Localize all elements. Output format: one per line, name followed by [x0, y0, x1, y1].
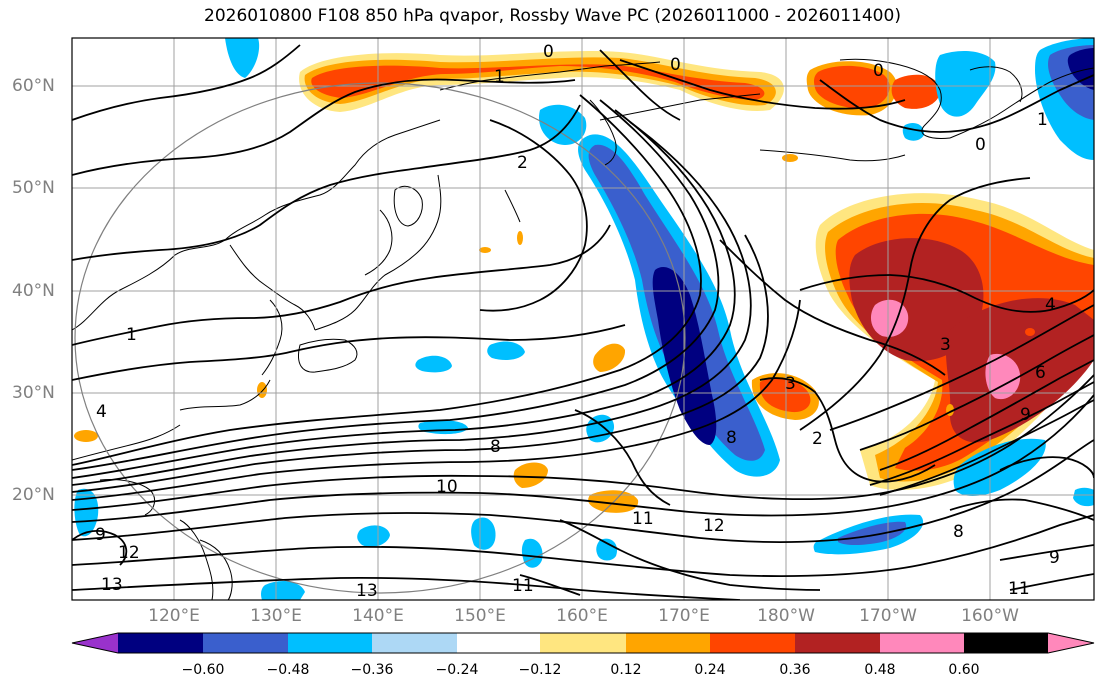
- colorbar-tick-label: −0.60: [181, 662, 225, 678]
- latitude-label: 50°N: [12, 178, 55, 198]
- contour-lines: [72, 44, 1094, 600]
- contour-label: 0: [873, 61, 884, 81]
- contour-label: 13: [101, 575, 123, 595]
- longitude-label: 140°E: [352, 606, 404, 626]
- longitude-label: 170°E: [658, 606, 710, 626]
- longitude-label: 160°E: [556, 606, 608, 626]
- colorbar-segment: [710, 633, 795, 653]
- longitude-label: 150°E: [454, 606, 506, 626]
- contour-label: 8: [953, 522, 964, 542]
- colorbar-tick-label: −0.12: [518, 662, 562, 678]
- longitude-label: 120°E: [148, 606, 200, 626]
- colorbar-segment: [964, 633, 1048, 653]
- colorbar-tick-label: 0.48: [864, 662, 896, 678]
- latitude-label: 20°N: [12, 485, 55, 505]
- colorbar-tick-label: −0.24: [435, 662, 479, 678]
- grid-lines: [72, 38, 1094, 600]
- colorbar-extend-high: [1048, 633, 1094, 653]
- contour-label: 3: [940, 335, 951, 355]
- contour-label: 12: [703, 516, 725, 536]
- contour-label: 11: [632, 509, 654, 529]
- colorbar-tick-label: −0.48: [266, 662, 310, 678]
- contour-label: 1: [126, 325, 137, 345]
- contour-label: 8: [490, 437, 501, 457]
- latitude-label: 30°N: [12, 383, 55, 403]
- contour-label: 2: [812, 429, 823, 449]
- contour-label: 9: [1049, 548, 1060, 568]
- latitude-label: 60°N: [12, 76, 55, 96]
- contour-label: 10: [436, 477, 458, 497]
- colorbar-segment: [795, 633, 880, 653]
- colorbar-segment: [288, 633, 372, 653]
- colorbar-segment: [203, 633, 288, 653]
- contour-label: 9: [95, 525, 106, 545]
- map-frame: [71, 37, 1095, 601]
- colorbar-tick-label: −0.36: [350, 662, 394, 678]
- contour-label: 1: [1037, 110, 1048, 130]
- contour-label: 8: [726, 428, 737, 448]
- contour-label: 1: [494, 67, 505, 87]
- contour-label: 0: [543, 42, 554, 62]
- contour-label-group: 0 1 0 0 0 2 1 1 4 3 4 3 6 9 2 8 10 8 9 1…: [95, 42, 1060, 601]
- contour-label: 2: [517, 153, 528, 173]
- contour-label: 12: [118, 543, 140, 563]
- longitude-label: 180°W: [757, 606, 815, 626]
- contour-label: 0: [975, 135, 986, 155]
- contour-label: 6: [1035, 363, 1046, 383]
- latitude-label: 40°N: [12, 281, 55, 301]
- contour-label: 9: [1020, 405, 1031, 425]
- colorbar-segment: [372, 633, 457, 653]
- contour-label: 13: [356, 581, 378, 601]
- colorbar-segment: [118, 633, 203, 653]
- colorbar-tick-label: 0.36: [779, 662, 811, 678]
- colorbar-tick-label: 0.12: [610, 662, 642, 678]
- colorbar-tick-label: 0.24: [694, 662, 726, 678]
- colorbar-segment: [880, 633, 964, 653]
- longitude-label: 160°W: [961, 606, 1019, 626]
- contour-label: 4: [1045, 295, 1056, 315]
- colorbar-segment: [626, 633, 710, 653]
- longitude-label: 130°E: [250, 606, 302, 626]
- colorbar-tick-label: 0.60: [948, 662, 980, 678]
- domain-circle: [74, 82, 686, 594]
- contour-label: 4: [96, 402, 107, 422]
- colorbar-outline: [71, 632, 1095, 654]
- contour-label: 11: [1008, 579, 1030, 599]
- map-title: 2026010800 F108 850 hPa qvapor, Rossby W…: [204, 6, 901, 26]
- longitude-label: 170°W: [859, 606, 917, 626]
- contour-label: 0: [670, 55, 681, 75]
- colorbar: [71, 632, 1095, 654]
- contour-label: 3: [785, 374, 796, 394]
- colorbar-segment: [457, 633, 540, 653]
- colorbar-segment: [540, 633, 626, 653]
- contour-label: 11: [512, 576, 534, 596]
- positive-anomaly-arctic: [299, 51, 941, 116]
- colorbar-extend-low: [72, 633, 118, 653]
- positive-anomaly-north-pacific: [815, 193, 1094, 491]
